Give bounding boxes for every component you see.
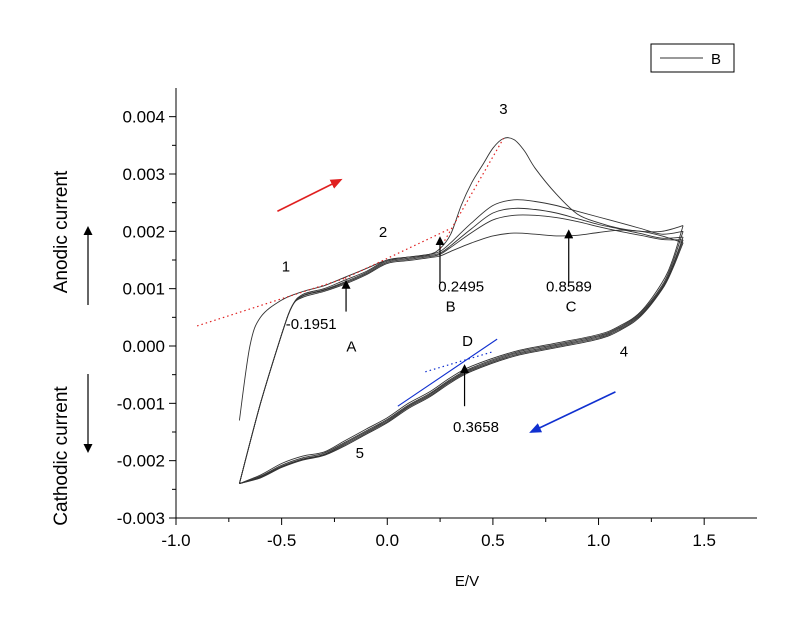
x-tick-label: -0.5 <box>267 531 296 550</box>
annotation-label: C <box>566 299 577 316</box>
x-tick-label: 1.5 <box>692 531 716 550</box>
annotation-label: 0.8589 <box>546 279 592 296</box>
red-tangent-line <box>439 138 504 249</box>
annotations: 1 2 3 4 5 -0.1951 A 0.2495 B 0.8589 C D 0.3658 <box>282 101 628 462</box>
annotation-label: 0.3658 <box>453 419 499 436</box>
annotation-label: 4 <box>620 343 628 360</box>
tangent-lines <box>196 138 504 407</box>
cycle-1-forward-curve <box>238 137 684 421</box>
annotation-label: A <box>346 339 356 356</box>
annotation-label: 5 <box>356 445 364 462</box>
y-ticks: -0.003 -0.002 -0.001 0.000 0.001 0.002 0.003 0.… <box>117 108 176 528</box>
annotation-label: 1 <box>282 258 290 275</box>
annotation-label: 0.2495 <box>438 279 484 296</box>
annotation-label: 2 <box>379 224 387 241</box>
cycle-1-reverse-curve <box>239 225 684 485</box>
direction-arrows <box>277 178 616 433</box>
anodic-title-group: Anodic current <box>51 170 93 305</box>
cycle-4-forward-curve <box>238 214 684 484</box>
red-tangent-line <box>344 227 451 279</box>
cathodic-title-group: Cathodic current <box>51 374 93 526</box>
cycle-2-forward-curve <box>238 199 684 484</box>
x-ticks: -1.0 -0.5 0.0 0.5 1.0 1.5 <box>161 518 716 550</box>
y-axis-title-cathodic: Cathodic current <box>51 386 72 526</box>
legend: B <box>650 43 735 73</box>
annotation-label: 3 <box>499 101 507 118</box>
x-tick-label: 0.5 <box>481 531 505 550</box>
marker-arrows <box>341 229 574 407</box>
reverse-scan-arrow <box>529 391 616 433</box>
annotation-label: B <box>446 299 456 316</box>
cycle-5-reverse-curve <box>239 242 684 485</box>
blue-tangent-line <box>425 351 494 373</box>
y-tick-label: 0.003 <box>122 165 165 184</box>
y-tick-label: 0.000 <box>122 337 165 356</box>
x-tick-label: -1.0 <box>161 531 190 550</box>
cycle-5-forward-curve <box>238 229 684 484</box>
cycle-2-reverse-curve <box>239 231 684 485</box>
red-tangent-line <box>196 277 346 327</box>
cycle-4-reverse-curve <box>239 239 684 485</box>
x-tick-label: 1.0 <box>587 531 611 550</box>
annotation-label: D <box>462 333 473 350</box>
blue-tangent-line <box>397 338 498 407</box>
x-axis-title: E/V <box>455 573 479 590</box>
x-tick-label: 0.0 <box>375 531 399 550</box>
y-tick-label: 0.001 <box>122 280 165 299</box>
y-tick-label: -0.001 <box>117 394 165 413</box>
legend-entry: B <box>711 51 721 68</box>
y-tick-label: 0.002 <box>122 222 165 241</box>
y-tick-label: 0.004 <box>122 108 165 127</box>
forward-scan-arrow <box>277 178 343 212</box>
cv-curves <box>238 137 684 485</box>
cycle-3-reverse-curve <box>239 236 684 485</box>
y-axis-title-anodic: Anodic current <box>51 170 72 293</box>
annotation-label: -0.1951 <box>286 316 337 333</box>
y-tick-label: -0.002 <box>117 452 165 471</box>
y-tick-label: -0.003 <box>117 509 165 528</box>
